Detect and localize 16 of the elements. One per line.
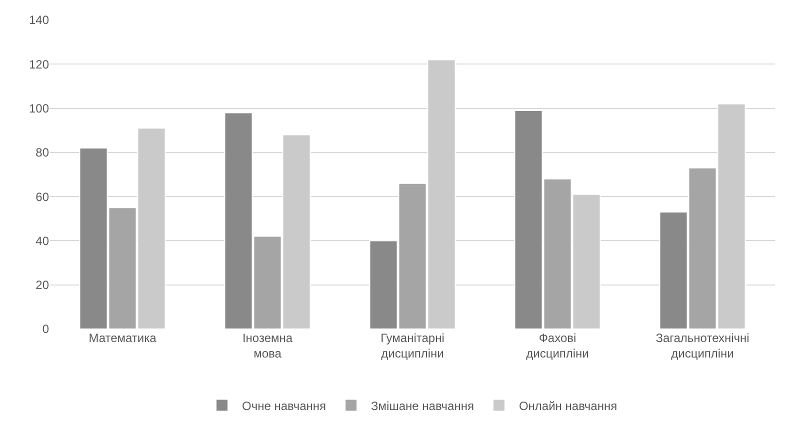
x-tick-label: Математика [88, 331, 157, 345]
y-tick-label: 100 [28, 101, 50, 116]
legend-label: Онлайн навчання [518, 398, 618, 413]
x-tick-label: Загальнотехнічні дисципліни [656, 331, 750, 361]
legend-label: Змішане навчання [371, 398, 474, 413]
x-tick-label: Гуманітарні дисципліни [380, 331, 444, 361]
x-tick-label: Фахові дисципліни [526, 331, 589, 361]
legend-label: Очне навчання [242, 398, 326, 413]
y-tick-label: 80 [36, 146, 50, 160]
y-tick-label: 120 [28, 57, 50, 72]
x-tick-label: Іноземна мова [242, 331, 293, 361]
y-tick-label: 60 [36, 190, 50, 204]
y-tick-label: 140 [28, 13, 50, 28]
y-tick-label: 0 [42, 322, 50, 336]
y-tick-label: 20 [36, 278, 50, 292]
y-tick-label: 40 [36, 234, 50, 248]
